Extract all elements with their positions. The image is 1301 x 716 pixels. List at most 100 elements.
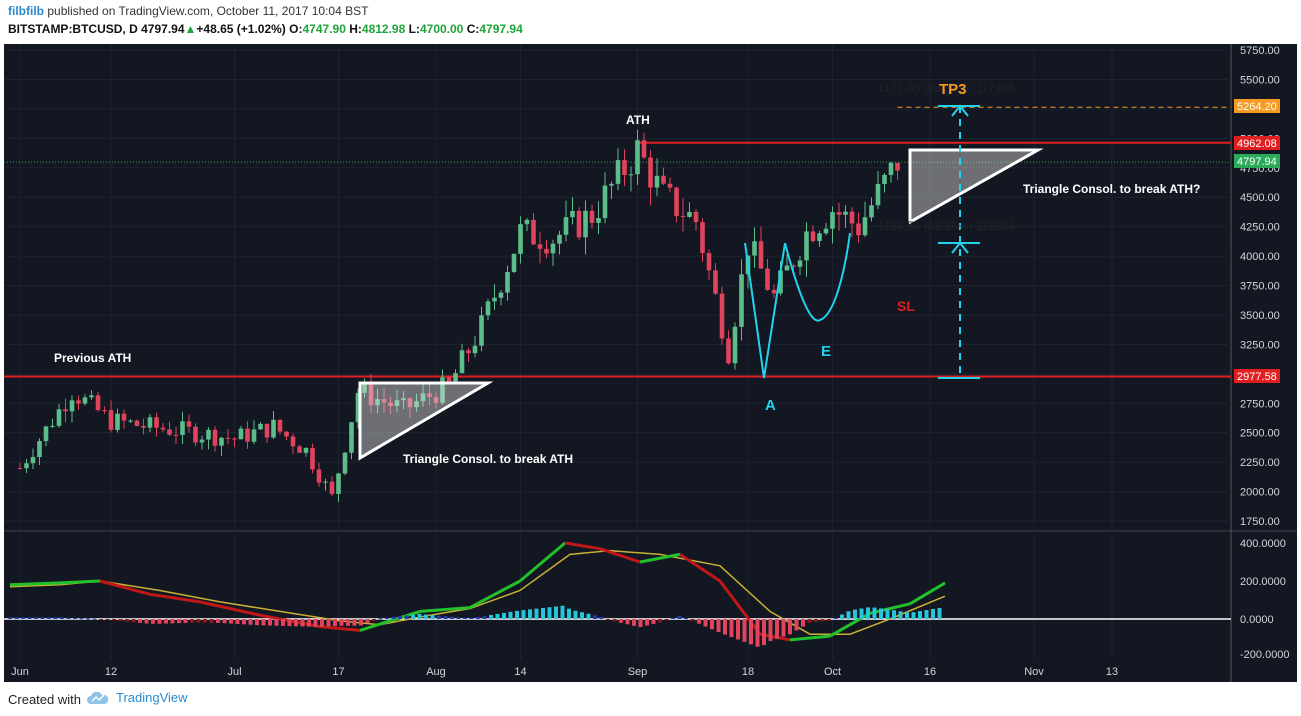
time-axis[interactable] — [4, 660, 1231, 682]
candle-body — [180, 421, 185, 435]
histogram-bar — [222, 619, 227, 624]
candle-body — [667, 183, 673, 188]
candle-body — [524, 219, 530, 225]
candle-body — [544, 248, 549, 254]
histogram-bar — [547, 607, 552, 619]
candle-body — [739, 274, 744, 327]
histogram-bar — [716, 619, 721, 633]
histogram-bar — [573, 610, 578, 619]
histogram-bar — [437, 615, 441, 619]
histogram-bar — [372, 619, 376, 621]
candle-body — [531, 219, 536, 245]
histogram-bar — [541, 607, 545, 619]
histogram-bar — [216, 619, 220, 623]
candle-body — [635, 140, 640, 175]
oscillator-tick-label: 0.0000 — [1240, 614, 1274, 626]
histogram-bar — [27, 617, 32, 619]
candle-body — [128, 420, 133, 422]
histogram-bar — [86, 618, 90, 620]
histogram-bar — [846, 611, 851, 619]
candle-body — [771, 289, 777, 294]
candle-body — [446, 377, 452, 382]
publish-info: filbfilb published on TradingView.com, O… — [8, 4, 368, 18]
arrow-up-top — [951, 104, 969, 117]
candle-body — [394, 400, 400, 406]
histogram-bar — [827, 619, 831, 621]
histogram-bar — [664, 619, 669, 621]
candle-body — [576, 211, 582, 238]
candle-body — [563, 217, 569, 235]
candle-body — [199, 439, 205, 443]
candle-body — [355, 392, 361, 423]
price-tick-label: 2750.00 — [1240, 398, 1280, 410]
histogram-bar — [775, 619, 779, 639]
histogram-bar — [190, 619, 194, 623]
open-label: O: — [289, 22, 303, 36]
histogram-bar — [229, 619, 233, 624]
histogram-bar — [762, 619, 766, 646]
oscillator-segment — [359, 609, 421, 632]
price-axis[interactable] — [1231, 44, 1297, 530]
price-badge-last: 4797.94 — [1234, 154, 1280, 168]
histogram-bar — [528, 609, 532, 619]
candle-body — [102, 410, 107, 412]
histogram-bar — [255, 619, 259, 626]
candle-body — [875, 183, 881, 206]
histogram-bar — [21, 617, 25, 619]
histogram-bar — [352, 619, 357, 626]
candle-body — [375, 399, 380, 406]
snapshot-header: filbfilb published on TradingView.com, O… — [0, 0, 1301, 42]
measure-top-label: 1171.95 (28.33%) 117195 — [878, 81, 1015, 95]
oscillator-segment — [319, 625, 361, 632]
drawings — [358, 104, 1044, 461]
histogram-bar — [612, 619, 617, 622]
histogram-bar — [463, 617, 467, 619]
candle-body — [63, 409, 68, 412]
candle-body — [173, 434, 179, 436]
oscillator-tick-label: 200.0000 — [1240, 576, 1286, 588]
histogram-bar — [521, 610, 526, 619]
histogram-bar — [417, 613, 422, 619]
time-tick-label: Oct — [824, 666, 841, 678]
candle-body — [888, 162, 894, 175]
candle-body — [869, 205, 874, 218]
candle-body — [693, 211, 699, 223]
price-badge-ath: 4962.08 — [1234, 136, 1280, 150]
oscillator-tick-label: -200.0000 — [1240, 649, 1290, 661]
candle-body — [706, 253, 712, 271]
pattern-a — [744, 242, 786, 379]
candle-body — [466, 350, 471, 354]
histogram-bar — [385, 617, 389, 619]
histogram-bar — [40, 617, 45, 619]
candle-body — [537, 244, 543, 249]
price-panel[interactable] — [4, 44, 1231, 530]
candle-body — [362, 384, 367, 393]
histogram-bar — [99, 619, 103, 620]
histogram-bar — [235, 619, 240, 624]
candle-body — [95, 395, 101, 411]
histogram-bar — [833, 617, 838, 619]
candle-body — [401, 398, 406, 401]
chart-area[interactable]: 5750.005500.005250.005000.004750.004500.… — [0, 42, 1301, 684]
histogram-bar — [560, 605, 565, 619]
candle-body — [316, 469, 322, 483]
candle-body — [303, 447, 309, 453]
time-tick-label: 14 — [514, 666, 526, 678]
author-link[interactable]: filbfilb — [8, 4, 44, 18]
histogram-bar — [196, 619, 201, 623]
histogram-bar — [125, 619, 129, 622]
candle-body — [485, 301, 491, 316]
oscillator-axis[interactable] — [1231, 532, 1297, 660]
candle-body — [453, 373, 458, 382]
candle-body — [50, 425, 55, 427]
low-label: L: — [408, 22, 420, 36]
time-tick-label: Nov — [1024, 666, 1044, 678]
histogram-bar — [892, 610, 896, 619]
histogram-bar — [898, 611, 903, 619]
histogram-bar — [515, 610, 519, 619]
previous-ath-label: Previous ATH — [54, 351, 131, 365]
oscillator-segment — [909, 581, 946, 606]
triangle-1 — [358, 381, 494, 461]
tradingview-logo[interactable]: TradingView — [86, 690, 188, 705]
candle-body — [713, 270, 718, 294]
